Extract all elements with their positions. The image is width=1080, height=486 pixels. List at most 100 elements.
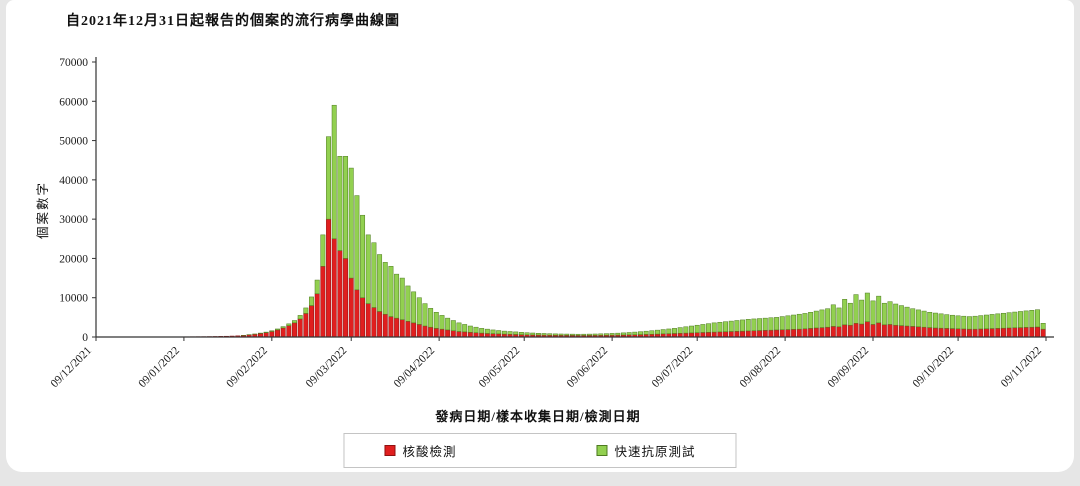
rat-bar <box>445 317 451 331</box>
rat-bar <box>558 333 564 336</box>
x-tick-label: 09/11/2022 <box>999 344 1044 389</box>
pcr-bar <box>972 328 978 338</box>
rat-bar <box>581 333 587 336</box>
rat-bar <box>1006 312 1012 329</box>
rat-bar <box>638 331 643 335</box>
rat-bar <box>978 315 984 330</box>
rat-bar <box>802 313 808 329</box>
pcr-bar <box>456 331 462 338</box>
y-tick-label: 60000 <box>59 96 88 108</box>
pcr-bar <box>779 329 785 338</box>
pcr-bar <box>1023 327 1029 338</box>
rat-bar <box>655 329 660 335</box>
pcr-bar <box>405 321 411 338</box>
rat-bar <box>734 320 740 332</box>
pcr-bar <box>462 331 468 338</box>
rat-bar <box>411 291 417 324</box>
rat-bar <box>416 297 422 325</box>
pcr-bar <box>433 328 439 338</box>
pcr-bar <box>365 303 371 338</box>
rat-bar <box>859 299 865 325</box>
pcr-bar <box>904 325 910 338</box>
y-tick-label: 10000 <box>59 293 88 305</box>
rat-bar <box>893 303 899 326</box>
legend-item-rat: 快速抗原測試 <box>596 441 696 460</box>
rat-bar <box>292 320 297 324</box>
rat-bar <box>530 332 536 336</box>
rat-bar <box>547 333 553 336</box>
rat-bar <box>439 315 445 330</box>
pcr-bar <box>938 327 944 338</box>
rat-bar <box>428 308 434 328</box>
pcr-bar <box>836 326 842 338</box>
rat-bar <box>717 322 723 333</box>
pcr-bar <box>1012 327 1018 338</box>
rat-bar <box>467 325 473 333</box>
rat-bar <box>462 324 468 333</box>
rat-bar <box>275 328 280 331</box>
rat-bar <box>728 320 734 332</box>
rat-bar <box>490 329 496 334</box>
rat-bar <box>303 307 309 314</box>
pcr-bar <box>983 328 989 338</box>
rat-bar <box>1023 310 1029 328</box>
rat-bar <box>609 333 615 336</box>
rat-bar <box>677 327 683 334</box>
pcr-bar <box>802 328 808 338</box>
rat-bar <box>836 307 842 328</box>
rat-bar <box>825 308 831 328</box>
pcr-bar <box>292 322 297 338</box>
x-tick-label: 09/05/2022 <box>477 344 523 390</box>
rat-bar <box>405 285 411 322</box>
pcr-bar <box>286 325 292 338</box>
pcr-bar <box>331 238 337 338</box>
pcr-bar <box>394 317 400 338</box>
rat-bar <box>365 234 371 304</box>
rat-bar <box>1018 311 1023 328</box>
pcr-bar <box>706 332 711 338</box>
pcr-bar <box>796 328 802 338</box>
x-tick-label: 09/04/2022 <box>392 344 438 390</box>
x-tick-label: 09/02/2022 <box>224 344 270 390</box>
rat-bar <box>887 301 893 325</box>
rat-bar <box>949 314 955 329</box>
x-tick-label: 09/06/2022 <box>565 344 611 390</box>
pcr-bar <box>762 330 768 338</box>
rat-legend-label: 快速抗原測試 <box>614 445 696 459</box>
rat-bar <box>881 302 887 326</box>
y-tick-label: 50000 <box>59 136 88 148</box>
pcr-bar <box>864 321 870 338</box>
pcr-bar <box>825 326 831 338</box>
rat-bar <box>592 333 598 336</box>
pcr-bar <box>320 266 326 338</box>
pcr-bar <box>711 331 717 338</box>
pcr-bar <box>995 328 1001 338</box>
pcr-bar <box>439 328 445 338</box>
rat-bar <box>286 323 292 326</box>
pcr-bar <box>944 328 950 338</box>
rat-bar <box>541 333 547 336</box>
rat-bar <box>1012 311 1018 329</box>
rat-bar <box>683 326 689 334</box>
pcr-bar <box>422 325 428 338</box>
pcr-bar <box>360 297 366 338</box>
pcr-bar <box>876 322 882 338</box>
rat-legend-swatch-icon <box>596 445 608 456</box>
rat-bar <box>768 317 774 331</box>
pcr-bar <box>808 328 814 338</box>
pcr-bar <box>847 324 853 338</box>
pcr-bar <box>1040 328 1046 338</box>
pcr-bar <box>887 324 893 338</box>
pcr-bar <box>740 330 746 338</box>
pcr-bar <box>388 316 394 338</box>
rat-bar <box>269 330 275 332</box>
rat-bar <box>808 312 814 329</box>
pcr-bar <box>326 218 331 338</box>
pcr-bar <box>428 326 434 338</box>
pcr-bar <box>961 328 967 338</box>
pcr-bar <box>915 326 921 338</box>
rat-bar <box>320 234 326 267</box>
rat-bar <box>932 312 938 329</box>
rat-bar <box>569 333 575 336</box>
rat-bar <box>360 214 366 298</box>
